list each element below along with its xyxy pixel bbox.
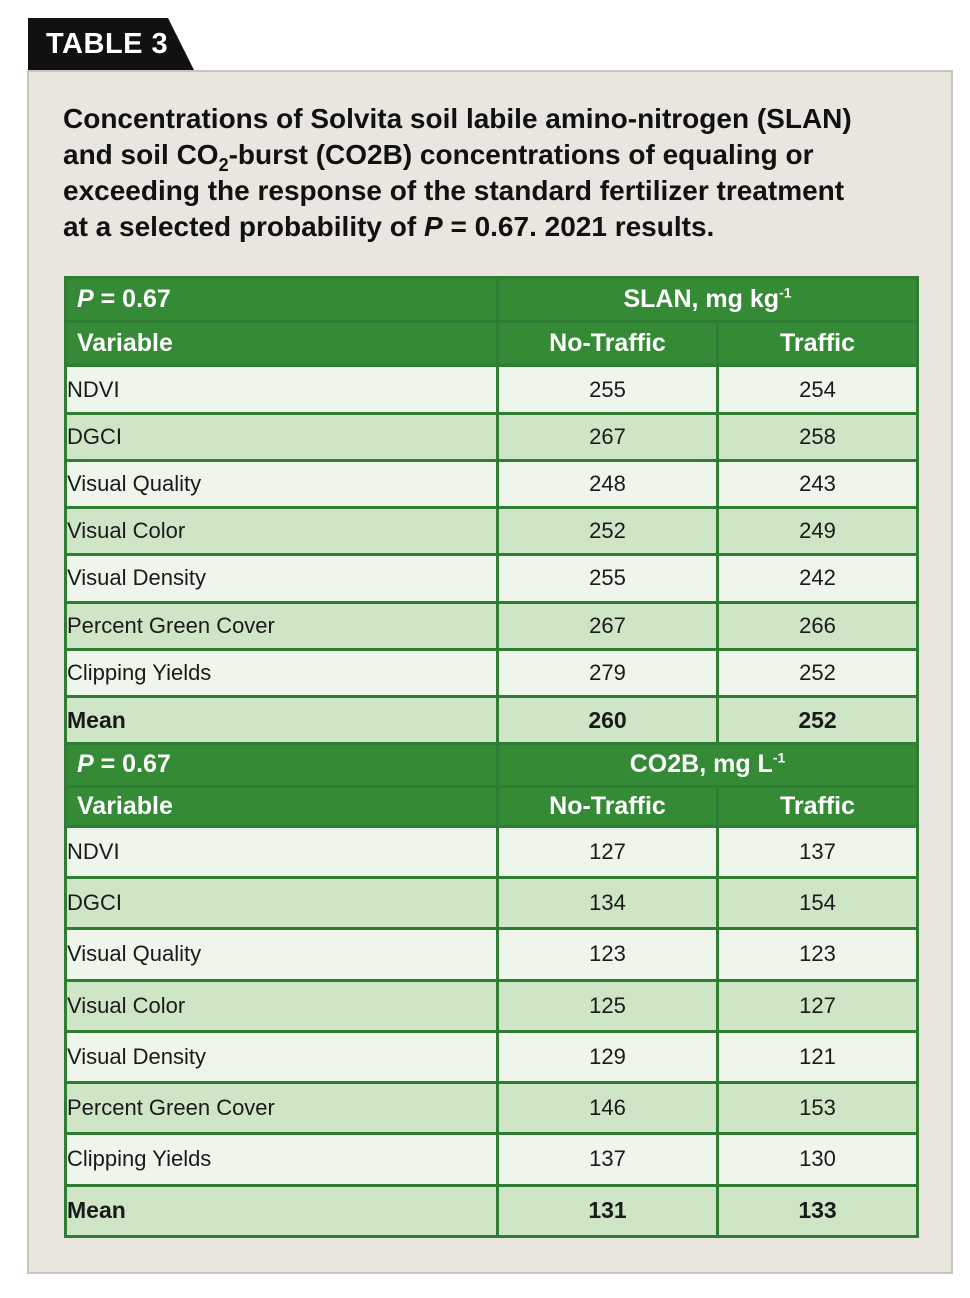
column-header-traffic: Traffic bbox=[716, 784, 919, 828]
table-row: Percent Green Cover 267 266 bbox=[64, 600, 919, 651]
variable-cell: Percent Green Cover bbox=[64, 600, 499, 651]
column-header-no-traffic: No-Traffic bbox=[496, 784, 719, 828]
traffic-cell: 133 bbox=[716, 1183, 919, 1239]
no-traffic-cell: 125 bbox=[496, 978, 719, 1033]
no-traffic-cell: 123 bbox=[496, 927, 719, 982]
no-traffic-cell: 127 bbox=[496, 824, 719, 880]
traffic-cell: 242 bbox=[716, 553, 919, 604]
variable-cell: Visual Color bbox=[64, 506, 499, 557]
traffic-cell: 154 bbox=[716, 875, 919, 931]
no-traffic-cell: 134 bbox=[496, 875, 719, 931]
no-traffic-cell: 137 bbox=[496, 1132, 719, 1187]
traffic-cell: 127 bbox=[716, 978, 919, 1033]
table-row: Visual Quality 123 123 bbox=[64, 927, 919, 982]
table-row: Visual Color 125 127 bbox=[64, 978, 919, 1033]
table-row: Clipping Yields 137 130 bbox=[64, 1132, 919, 1187]
no-traffic-cell: 260 bbox=[496, 695, 719, 746]
variable-cell: Visual Quality bbox=[64, 927, 499, 982]
variable-cell: Mean bbox=[64, 695, 499, 746]
column-header-variable: Variable bbox=[64, 320, 499, 368]
no-traffic-cell: 279 bbox=[496, 647, 719, 699]
traffic-cell: 252 bbox=[716, 695, 919, 746]
no-traffic-cell: 248 bbox=[496, 458, 719, 510]
section-header-slan: P = 0.67 SLAN, mg kg-1 bbox=[64, 275, 919, 324]
variable-cell: NDVI bbox=[64, 824, 499, 880]
variable-cell: NDVI bbox=[64, 364, 499, 415]
traffic-cell: 252 bbox=[716, 647, 919, 699]
no-traffic-cell: 255 bbox=[496, 364, 719, 415]
slan-group-header: SLAN, mg kg-1 bbox=[496, 275, 919, 324]
table-row: NDVI 127 137 bbox=[64, 824, 919, 880]
results-table: P = 0.67 SLAN, mg kg-1 Variable No-Traff… bbox=[64, 275, 919, 1239]
variable-cell: Clipping Yields bbox=[64, 1132, 499, 1187]
variable-cell: Visual Density bbox=[64, 553, 499, 604]
table-row: NDVI 255 254 bbox=[64, 364, 919, 415]
column-header-row: Variable No-Traffic Traffic bbox=[64, 320, 919, 368]
variable-cell: Mean bbox=[64, 1183, 499, 1239]
traffic-cell: 130 bbox=[716, 1132, 919, 1187]
variable-cell: Visual Color bbox=[64, 978, 499, 1033]
table-row: DGCI 267 258 bbox=[64, 411, 919, 462]
table-row: Visual Density 255 242 bbox=[64, 553, 919, 604]
table-row: DGCI 134 154 bbox=[64, 875, 919, 931]
no-traffic-cell: 267 bbox=[496, 600, 719, 651]
traffic-cell: 121 bbox=[716, 1029, 919, 1085]
traffic-cell: 258 bbox=[716, 411, 919, 462]
probability-label: P = 0.67 bbox=[64, 742, 499, 788]
table-caption: Concentrations of Solvita soil labile am… bbox=[63, 103, 852, 242]
table-row: Clipping Yields 279 252 bbox=[64, 647, 919, 699]
table-row: Visual Density 129 121 bbox=[64, 1029, 919, 1085]
no-traffic-cell: 267 bbox=[496, 411, 719, 462]
traffic-cell: 243 bbox=[716, 458, 919, 510]
co2b-group-header: CO2B, mg L-1 bbox=[496, 742, 919, 788]
probability-label: P = 0.67 bbox=[64, 275, 499, 324]
table-label: TABLE 3 bbox=[28, 18, 194, 70]
no-traffic-cell: 255 bbox=[496, 553, 719, 604]
traffic-cell: 123 bbox=[716, 927, 919, 982]
section-header-co2b: P = 0.67 CO2B, mg L-1 bbox=[64, 742, 919, 788]
table-row: Visual Quality 248 243 bbox=[64, 458, 919, 510]
column-header-variable: Variable bbox=[64, 784, 499, 828]
traffic-cell: 249 bbox=[716, 506, 919, 557]
no-traffic-cell: 129 bbox=[496, 1029, 719, 1085]
traffic-cell: 254 bbox=[716, 364, 919, 415]
column-header-no-traffic: No-Traffic bbox=[496, 320, 719, 368]
variable-cell: Clipping Yields bbox=[64, 647, 499, 699]
column-header-traffic: Traffic bbox=[716, 320, 919, 368]
column-header-row: Variable No-Traffic Traffic bbox=[64, 784, 919, 828]
variable-cell: DGCI bbox=[64, 411, 499, 462]
table-row: Visual Color 252 249 bbox=[64, 506, 919, 557]
variable-cell: DGCI bbox=[64, 875, 499, 931]
table-row: Percent Green Cover 146 153 bbox=[64, 1081, 919, 1136]
traffic-cell: 137 bbox=[716, 824, 919, 880]
traffic-cell: 153 bbox=[716, 1081, 919, 1136]
variable-cell: Visual Quality bbox=[64, 458, 499, 510]
variable-cell: Visual Density bbox=[64, 1029, 499, 1085]
no-traffic-cell: 131 bbox=[496, 1183, 719, 1239]
no-traffic-cell: 146 bbox=[496, 1081, 719, 1136]
variable-cell: Percent Green Cover bbox=[64, 1081, 499, 1136]
traffic-cell: 266 bbox=[716, 600, 919, 651]
no-traffic-cell: 252 bbox=[496, 506, 719, 557]
mean-row: Mean 260 252 bbox=[64, 695, 919, 746]
mean-row: Mean 131 133 bbox=[64, 1183, 919, 1239]
